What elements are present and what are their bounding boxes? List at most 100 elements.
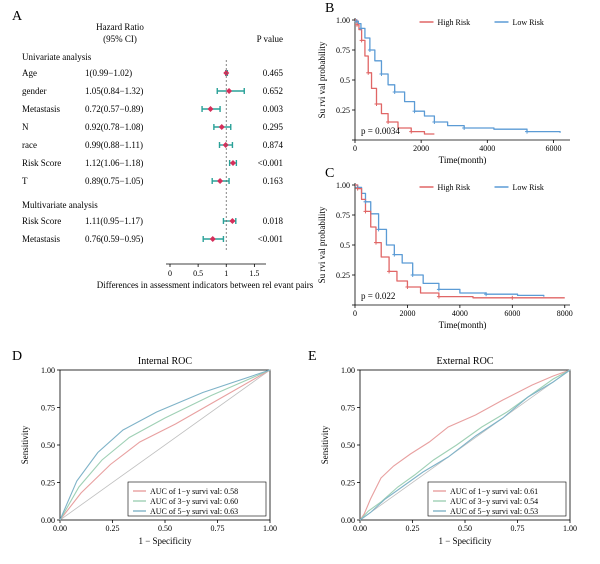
svg-text:N: N — [22, 122, 29, 132]
svg-text:0.50: 0.50 — [341, 441, 355, 450]
svg-text:0: 0 — [353, 144, 357, 153]
svg-text:0.295: 0.295 — [263, 122, 284, 132]
svg-text:0.25: 0.25 — [336, 106, 350, 115]
svg-text:Age: Age — [22, 68, 37, 78]
svg-text:0.25: 0.25 — [41, 479, 55, 488]
svg-text:0.50: 0.50 — [158, 524, 172, 533]
svg-text:Low Risk: Low Risk — [513, 183, 544, 192]
svg-text:6000: 6000 — [545, 144, 561, 153]
svg-text:Metastasis: Metastasis — [22, 104, 60, 114]
svg-text:C: C — [325, 166, 334, 181]
svg-text:High Risk: High Risk — [438, 183, 471, 192]
svg-text:0.75: 0.75 — [511, 524, 525, 533]
svg-text:AUC of 5−y survi val: 0.53: AUC of 5−y survi val: 0.53 — [450, 507, 538, 516]
svg-text:0.25: 0.25 — [341, 479, 355, 488]
svg-text:<0.001: <0.001 — [258, 234, 283, 244]
svg-text:External ROC: External ROC — [437, 356, 494, 367]
svg-text:0.00: 0.00 — [353, 524, 367, 533]
svg-text:1.11(0.95−1.17): 1.11(0.95−1.17) — [85, 216, 143, 226]
svg-text:0: 0 — [168, 269, 172, 278]
svg-text:0.76(0.59−0.95): 0.76(0.59−0.95) — [85, 234, 143, 244]
svg-text:0.99(0.88−1.11): 0.99(0.88−1.11) — [85, 140, 143, 150]
svg-text:1.00: 1.00 — [263, 524, 277, 533]
figure-canvas: A Hazard Ratio (95% CI) P value Univariate a… — [0, 0, 600, 564]
svg-text:0.50: 0.50 — [41, 441, 55, 450]
svg-text:B: B — [325, 1, 334, 16]
svg-text:Su rvi val probability: Su rvi val probability — [317, 206, 327, 283]
svg-text:1.12(1.06−1.18): 1.12(1.06−1.18) — [85, 158, 143, 168]
svg-text:0.874: 0.874 — [263, 140, 284, 150]
svg-text:2000: 2000 — [399, 309, 415, 318]
svg-text:1.00: 1.00 — [336, 16, 350, 25]
svg-text:Univariate analysis: Univariate analysis — [22, 52, 92, 62]
svg-text:1: 1 — [224, 269, 228, 278]
svg-text:0.25: 0.25 — [336, 271, 350, 280]
svg-text:Differences in assessment indi: Differences in assessment indicators bet… — [97, 280, 314, 290]
svg-text:Metastasis: Metastasis — [22, 234, 60, 244]
svg-text:T: T — [22, 176, 28, 186]
svg-text:0.89(0.75−1.05): 0.89(0.75−1.05) — [85, 176, 143, 186]
svg-text:1.5: 1.5 — [249, 269, 259, 278]
svg-text:1.05(0.84−1.32): 1.05(0.84−1.32) — [85, 86, 143, 96]
svg-text:P value: P value — [257, 34, 283, 44]
svg-text:0: 0 — [353, 309, 357, 318]
svg-text:0.75: 0.75 — [336, 211, 350, 220]
svg-text:<0.001: <0.001 — [258, 158, 283, 168]
svg-text:High Risk: High Risk — [438, 18, 471, 27]
svg-text:0.50: 0.50 — [458, 524, 472, 533]
svg-text:0.00: 0.00 — [41, 516, 55, 525]
svg-text:0.75: 0.75 — [41, 404, 55, 413]
svg-text:p = 0.0034: p = 0.0034 — [361, 126, 400, 136]
svg-text:Sensitivity: Sensitivity — [20, 425, 30, 464]
svg-text:0.5: 0.5 — [193, 269, 203, 278]
svg-text:0.5: 0.5 — [340, 241, 350, 250]
svg-text:p = 0.022: p = 0.022 — [361, 291, 395, 301]
svg-text:Hazard Ratio: Hazard Ratio — [96, 22, 144, 32]
svg-text:AUC of 1−y survi val: 0.61: AUC of 1−y survi val: 0.61 — [450, 487, 538, 496]
svg-text:1.00: 1.00 — [341, 366, 355, 375]
svg-text:AUC of 1−y survi val: 0.58: AUC of 1−y survi val: 0.58 — [150, 487, 238, 496]
svg-text:2000: 2000 — [413, 144, 429, 153]
svg-text:0.003: 0.003 — [263, 104, 284, 114]
svg-text:Sensitivity: Sensitivity — [320, 425, 330, 464]
svg-text:1.00: 1.00 — [41, 366, 55, 375]
svg-text:4000: 4000 — [452, 309, 468, 318]
svg-text:1(0.99−1.02): 1(0.99−1.02) — [85, 68, 132, 78]
svg-text:0.465: 0.465 — [263, 68, 284, 78]
svg-text:1.00: 1.00 — [336, 181, 350, 190]
svg-text:0.75: 0.75 — [211, 524, 225, 533]
svg-text:6000: 6000 — [504, 309, 520, 318]
svg-text:race: race — [22, 140, 37, 150]
svg-text:D: D — [12, 349, 22, 364]
svg-text:Internal ROC: Internal ROC — [138, 356, 192, 367]
svg-text:(95% CI): (95% CI) — [103, 34, 137, 44]
svg-text:Su rvi val probability: Su rvi val probability — [317, 41, 327, 118]
svg-text:Time(month): Time(month) — [439, 320, 487, 330]
svg-text:0.163: 0.163 — [263, 176, 284, 186]
svg-text:Risk Score: Risk Score — [22, 158, 61, 168]
svg-text:AUC of 5−y survi val: 0.63: AUC of 5−y survi val: 0.63 — [150, 507, 238, 516]
svg-text:0.75: 0.75 — [341, 404, 355, 413]
svg-text:0.92(0.78−1.08): 0.92(0.78−1.08) — [85, 122, 143, 132]
svg-text:0.00: 0.00 — [341, 516, 355, 525]
svg-text:4000: 4000 — [479, 144, 495, 153]
svg-text:1 − Specificity: 1 − Specificity — [138, 536, 192, 546]
svg-text:0.25: 0.25 — [406, 524, 420, 533]
svg-text:0.5: 0.5 — [340, 76, 350, 85]
svg-text:Multivariate analysis: Multivariate analysis — [22, 200, 98, 210]
svg-text:1 − Specificity: 1 − Specificity — [438, 536, 492, 546]
svg-text:Risk Score: Risk Score — [22, 216, 61, 226]
svg-text:0.652: 0.652 — [263, 86, 283, 96]
svg-text:0.75: 0.75 — [336, 46, 350, 55]
svg-text:Low Risk: Low Risk — [513, 18, 544, 27]
svg-text:AUC of 3−y survi val: 0.54: AUC of 3−y survi val: 0.54 — [450, 497, 538, 506]
svg-text:0.72(0.57−0.89): 0.72(0.57−0.89) — [85, 104, 143, 114]
svg-text:0.00: 0.00 — [53, 524, 67, 533]
svg-text:gender: gender — [22, 86, 47, 96]
svg-text:A: A — [12, 9, 23, 24]
svg-text:8000: 8000 — [557, 309, 573, 318]
svg-text:1.00: 1.00 — [563, 524, 577, 533]
svg-text:AUC of 3−y survi val: 0.60: AUC of 3−y survi val: 0.60 — [150, 497, 238, 506]
svg-text:0.018: 0.018 — [263, 216, 284, 226]
svg-text:Time(month): Time(month) — [439, 155, 487, 165]
